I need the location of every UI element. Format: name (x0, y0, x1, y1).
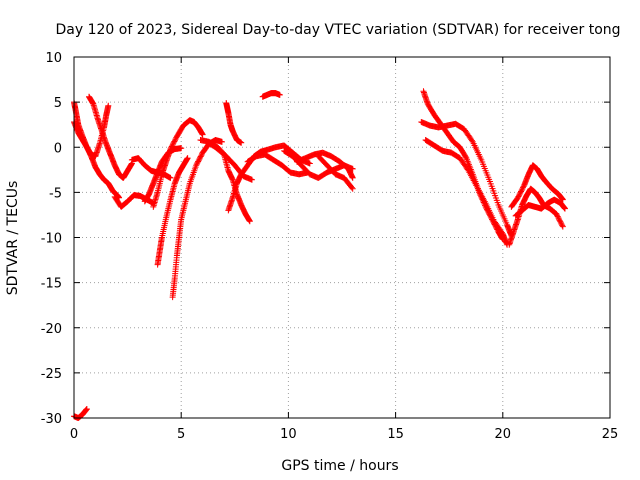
series-arc-o (259, 90, 283, 100)
data-point (553, 211, 560, 218)
data-point (561, 205, 568, 212)
grid-layer (74, 57, 610, 418)
series-arc-t (418, 118, 515, 239)
data-point (555, 216, 562, 223)
y-tick-label: -10 (41, 232, 62, 247)
x-tick-label: 0 (70, 427, 78, 442)
data-point (516, 190, 523, 197)
data-point (306, 160, 313, 167)
data-point (194, 159, 201, 166)
data-point (197, 154, 204, 161)
data-point (556, 217, 563, 224)
y-axis-title: SDTVAR / TECUs (5, 181, 21, 296)
data-point (555, 214, 562, 221)
x-axis-title: GPS time / hours (281, 458, 398, 474)
data-point (349, 185, 356, 192)
series-arc-n (244, 151, 311, 178)
data-point (462, 153, 469, 160)
data-point (195, 158, 202, 165)
tick-layer: 0 5 10 15 20 25 10 5 0 -5 -10 -15 -20 -25 -30 (41, 51, 619, 442)
data-point (516, 192, 523, 199)
data-point (170, 141, 177, 148)
chart-title: Day 120 of 2023, Sidereal Day-to-day VTE… (55, 22, 620, 38)
data-point (515, 193, 522, 200)
data-point (169, 142, 176, 149)
data-point (519, 185, 526, 192)
series-arc-c (86, 93, 135, 181)
series-arc-x (512, 196, 568, 219)
data-point (349, 174, 356, 181)
data-point (178, 145, 185, 152)
data-point (518, 187, 525, 194)
data-point (199, 131, 206, 138)
x-tick-label: 10 (280, 427, 297, 442)
x-tick-label: 20 (495, 427, 512, 442)
data-point (554, 213, 561, 220)
y-tick-label: 10 (45, 51, 62, 66)
data-point (519, 184, 526, 191)
data-point (193, 161, 200, 168)
series-arc-u (422, 137, 511, 248)
data-point (171, 137, 178, 144)
data-point (196, 155, 203, 162)
data-point (197, 153, 204, 160)
y-tick-label: 5 (54, 96, 62, 111)
series-arc-i (169, 137, 225, 301)
y-tick-label: -20 (41, 322, 62, 337)
series-arc-v (506, 185, 566, 248)
data-point (514, 194, 521, 201)
data-point (276, 91, 283, 98)
data-point (168, 143, 175, 150)
data-point (518, 188, 525, 195)
series-arc-h (154, 155, 191, 268)
data-point (559, 222, 566, 229)
data-point (558, 221, 565, 228)
data-points-layer (71, 88, 568, 421)
data-point (557, 219, 564, 226)
series-arc-q (293, 149, 356, 181)
y-tick-label: -30 (41, 412, 62, 427)
data-point (557, 218, 564, 225)
data-point (238, 139, 245, 146)
data-point (105, 102, 112, 109)
data-point (195, 157, 202, 164)
data-point (559, 223, 566, 230)
data-point (171, 138, 178, 145)
data-point (559, 196, 566, 203)
series-arc-a (71, 99, 123, 201)
data-point (167, 146, 174, 153)
data-point (246, 218, 253, 225)
y-tick-label: -25 (41, 367, 62, 382)
data-point (193, 162, 200, 169)
data-point (248, 176, 255, 183)
data-point (218, 138, 225, 145)
series-arc-r (315, 153, 356, 192)
series-arc-y (71, 405, 90, 421)
data-point (167, 174, 174, 181)
y-tick-label: -5 (49, 186, 62, 201)
data-point (517, 189, 524, 196)
y-tick-label: 0 (54, 141, 62, 156)
data-point (554, 212, 561, 219)
x-tick-label: 25 (602, 427, 619, 442)
series-arc-w (508, 162, 566, 210)
data-point (348, 184, 355, 191)
x-tick-label: 15 (387, 427, 404, 442)
series-arc-l (223, 100, 245, 146)
series-arc-g (150, 117, 206, 210)
data-point (168, 144, 175, 151)
data-point (198, 152, 205, 159)
y-tick-label: -15 (41, 277, 62, 292)
x-tick-label: 5 (177, 427, 185, 442)
data-point (172, 135, 179, 142)
data-point (468, 137, 475, 144)
data-point (184, 155, 191, 162)
data-point (170, 139, 177, 146)
data-point (83, 405, 90, 412)
